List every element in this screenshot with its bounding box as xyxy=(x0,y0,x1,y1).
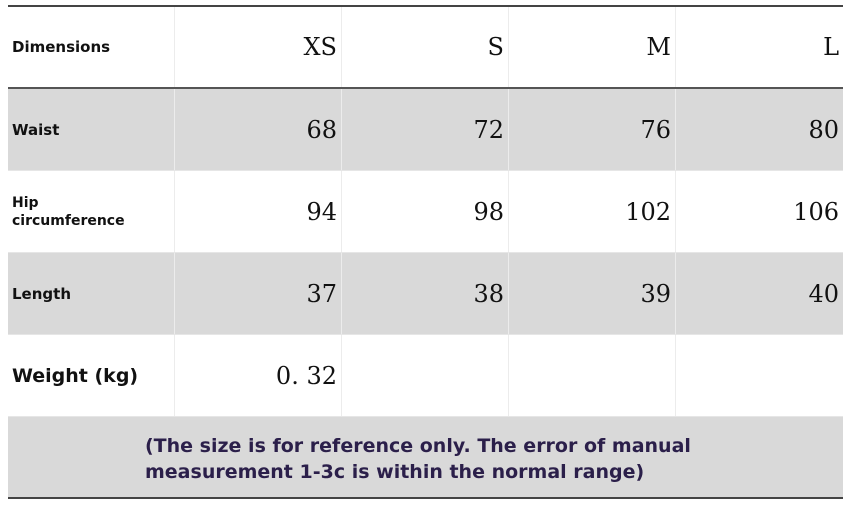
cell-value: 80 xyxy=(808,115,839,144)
cell-value: 98 xyxy=(342,171,509,252)
size-header: L xyxy=(823,33,839,61)
size-table: Dimensions XS S M L Waist 68 72 76 80 Hi… xyxy=(8,5,843,499)
row-label: Hip circumference xyxy=(12,194,125,229)
size-header: M xyxy=(509,7,676,87)
cell-value: 68 xyxy=(175,89,342,170)
cell-value: 106 xyxy=(793,197,839,226)
row-label: Weight (kg) xyxy=(8,335,175,416)
empty-cell xyxy=(342,335,509,416)
label-cell: Hip circumference xyxy=(8,171,175,252)
row-label: Waist xyxy=(8,89,175,170)
cell-value: 38 xyxy=(342,253,509,334)
length-row: Length 37 38 39 40 xyxy=(8,253,843,335)
header-row: Dimensions XS S M L xyxy=(8,7,843,89)
hip-row: Hip circumference 94 98 102 106 xyxy=(8,171,843,253)
waist-row: Waist 68 72 76 80 xyxy=(8,89,843,171)
weight-row: Weight (kg) 0. 32 xyxy=(8,335,843,417)
cell-value: 37 xyxy=(175,253,342,334)
cell-value: 102 xyxy=(509,171,676,252)
note: (The size is for reference only. The err… xyxy=(8,417,843,499)
cell-value: 76 xyxy=(509,89,676,170)
header-label: Dimensions xyxy=(8,7,175,87)
size-header: XS xyxy=(175,7,342,87)
size-header: S xyxy=(342,7,509,87)
cell-value: 0. 32 xyxy=(175,335,342,416)
cell-value: 40 xyxy=(808,279,839,308)
cell-value: 72 xyxy=(342,89,509,170)
empty-cell xyxy=(676,335,843,416)
row-label: Length xyxy=(8,253,175,334)
cell-value: 94 xyxy=(175,171,342,252)
cell-value: 39 xyxy=(509,253,676,334)
empty-cell xyxy=(509,335,676,416)
note-text: (The size is for reference only. The err… xyxy=(145,435,691,483)
